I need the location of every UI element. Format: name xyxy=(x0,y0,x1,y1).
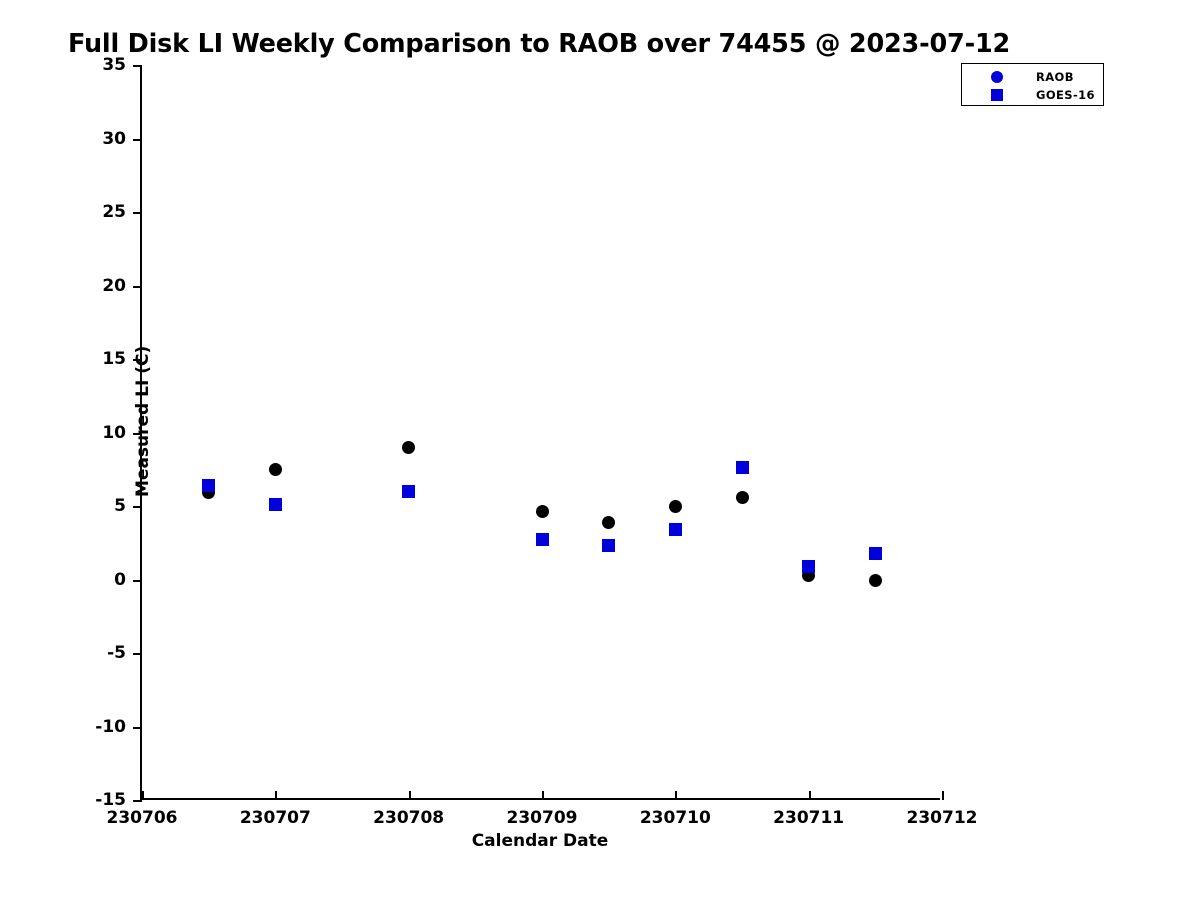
data-point-raob xyxy=(602,515,616,529)
y-axis-tick xyxy=(133,726,142,729)
data-point-raob xyxy=(535,505,549,519)
x-axis-tick xyxy=(408,791,411,800)
y-axis-tick xyxy=(133,800,142,802)
data-point-goes-16 xyxy=(802,559,816,573)
y-axis-tick-label: 35 xyxy=(102,55,126,75)
x-axis-tick xyxy=(542,791,544,800)
x-axis-tick-label: 230708 xyxy=(373,808,445,828)
data-point-goes-16 xyxy=(602,539,616,553)
legend-marker-circle-icon xyxy=(991,70,1003,83)
data-point-raob xyxy=(668,499,682,513)
x-axis-tick xyxy=(142,791,144,800)
y-axis-tick xyxy=(133,285,142,288)
x-axis-tick-label: 230707 xyxy=(239,808,311,828)
y-axis-tick-label: -15 xyxy=(95,790,126,810)
y-axis-tick xyxy=(133,65,142,67)
legend-label: RAOB xyxy=(1036,69,1074,84)
data-point-goes-16 xyxy=(868,546,882,560)
data-point-raob xyxy=(402,440,416,454)
x-axis-tick xyxy=(808,791,811,800)
y-axis-tick-label: -5 xyxy=(107,643,126,663)
y-axis-tick xyxy=(133,359,142,361)
data-point-goes-16 xyxy=(535,533,549,547)
data-point-raob xyxy=(268,462,282,476)
legend-entry-goes-16[interactable]: GOES-16 xyxy=(962,85,1103,104)
chart-title: Full Disk LI Weekly Comparison to RAOB o… xyxy=(68,29,1011,59)
x-axis-tick xyxy=(942,791,944,800)
y-axis-tick-label: 20 xyxy=(102,275,126,296)
y-axis-tick-label: 5 xyxy=(114,496,126,516)
data-point-goes-16 xyxy=(735,461,749,475)
data-point-raob xyxy=(735,490,749,504)
y-axis-tick xyxy=(133,432,142,435)
x-axis-tick-label: 230710 xyxy=(639,808,711,828)
data-point-goes-16 xyxy=(668,523,682,537)
legend-entry-raob[interactable]: RAOB xyxy=(962,67,1103,86)
x-axis-tick xyxy=(675,791,678,800)
y-axis-tick-label: 30 xyxy=(102,128,126,149)
x-axis-tick-label: 230709 xyxy=(506,808,578,828)
data-point-goes-16 xyxy=(268,498,282,512)
data-point-goes-16 xyxy=(202,478,216,492)
y-axis-tick-label: 10 xyxy=(102,422,126,443)
legend-label: GOES-16 xyxy=(1036,87,1095,102)
y-axis-tick-label: 0 xyxy=(114,569,126,590)
y-axis-tick xyxy=(133,579,142,582)
plot-area: 35 30 25 20 15 10 5 0 -5 -10 -15 230706 230707 23070… xyxy=(95,55,977,828)
x-axis-tick-label: 230711 xyxy=(773,808,845,828)
chart-legend: RAOB GOES-16 xyxy=(961,63,1104,106)
y-axis-title: Measured LI (C) xyxy=(133,345,153,497)
x-axis-tick xyxy=(275,791,278,800)
x-axis-title: Calendar Date xyxy=(471,831,609,851)
y-axis-tick xyxy=(133,653,142,655)
y-axis-tick xyxy=(133,138,142,141)
y-axis-tick xyxy=(133,506,142,508)
data-point-goes-16 xyxy=(402,484,416,498)
y-axis-tick-label: 25 xyxy=(102,202,126,222)
x-axis-tick-label: 230706 xyxy=(106,808,178,828)
y-axis-tick-label: -10 xyxy=(95,716,126,737)
y-axis-tick xyxy=(133,212,142,214)
legend-marker-square-icon xyxy=(991,88,1003,101)
x-axis-tick-label: 230712 xyxy=(906,808,978,828)
y-axis-tick-label: 15 xyxy=(102,349,126,369)
data-point-raob xyxy=(868,574,882,588)
